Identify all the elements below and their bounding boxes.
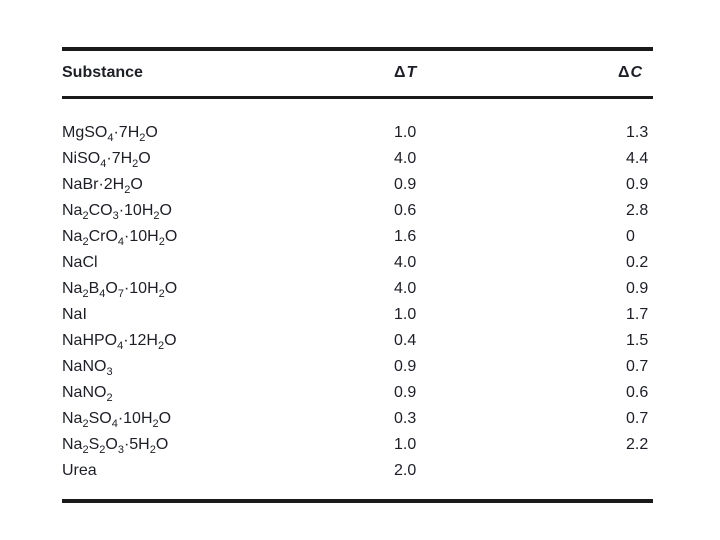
header-delta-t: ΔT [394, 64, 618, 96]
table-bottom-rule [62, 499, 653, 503]
delta-t-cell: 4.0 [394, 254, 417, 271]
delta-c-cell: 1.3 [626, 124, 649, 141]
table-body: MgSO4·7H2O 1.0 1.3 NiSO4·7H2O 4.0 4.4 Na… [62, 99, 653, 499]
table-row: Na2S2O3·5H2O 1.0 2.2 [62, 432, 653, 458]
table-row: NaCl 4.0 0.2 [62, 250, 653, 276]
substance-cell: Na2CO3·10H2O [62, 202, 172, 223]
delta-c-cell [618, 458, 653, 484]
delta-c-cell: 1.5 [626, 332, 649, 349]
table-row: NaHPO4·12H2O 0.4 1.5 [62, 328, 653, 354]
delta-c-delta: Δ [618, 64, 630, 81]
delta-c-cell: 2.8 [626, 202, 649, 219]
substance-cell: NaHPO4·12H2O [62, 332, 177, 353]
table-row: NiSO4·7H2O 4.0 4.4 [62, 146, 653, 172]
delta-c-cell: 2.2 [626, 436, 649, 453]
delta-c-cell: 1.7 [626, 306, 649, 323]
delta-t-cell: 2.0 [394, 462, 417, 479]
table-header-row: Substance ΔT ΔC [62, 51, 653, 96]
table-row: Na2B4O7·10H2O 4.0 0.9 [62, 276, 653, 302]
delta-c-cell: 0.9 [626, 280, 649, 297]
delta-c-symbol: C [630, 64, 643, 81]
substance-cell: NiSO4·7H2O [62, 150, 151, 171]
substance-cell: Urea [62, 462, 97, 479]
delta-t-cell: 1.0 [394, 436, 417, 453]
substance-cell: Na2B4O7·10H2O [62, 280, 178, 301]
delta-t-cell: 0.9 [394, 384, 417, 401]
table-top-rule [62, 47, 653, 51]
delta-t-symbol: T [406, 64, 417, 81]
delta-t-cell: 1.0 [394, 306, 417, 323]
substance-cell: NaI [62, 306, 87, 323]
table-row: Urea 2.0 [62, 458, 653, 484]
table-row: Na2SO4·10H2O 0.3 0.7 [62, 406, 653, 432]
substance-cell: NaCl [62, 254, 98, 271]
delta-t-cell: 4.0 [394, 150, 417, 167]
delta-t-cell: 1.0 [394, 124, 417, 141]
delta-c-cell: 0 [626, 228, 635, 245]
delta-c-cell: 0.7 [626, 410, 649, 427]
table-header-rule [62, 96, 653, 99]
substance-cell: MgSO4·7H2O [62, 124, 158, 145]
delta-c-cell: 0.9 [626, 176, 649, 193]
delta-t-cell: 0.6 [394, 202, 417, 219]
table-row: NaNO2 0.9 0.6 [62, 380, 653, 406]
delta-t-cell: 0.3 [394, 410, 417, 427]
header-substance: Substance [62, 64, 143, 81]
delta-t-cell: 1.6 [394, 228, 417, 245]
table-row: Na2CrO4·10H2O 1.6 0 [62, 224, 653, 250]
table-row: Na2CO3·10H2O 0.6 2.8 [62, 198, 653, 224]
delta-t-cell: 4.0 [394, 280, 417, 297]
substance-cell: Na2SO4·10H2O [62, 410, 172, 431]
substance-cell: Na2S2O3·5H2O [62, 436, 169, 457]
substance-cell: NaNO2 [62, 384, 113, 405]
table-row: NaBr·2H2O 0.9 0.9 [62, 172, 653, 198]
delta-c-cell: 4.4 [626, 150, 649, 167]
table-row: MgSO4·7H2O 1.0 1.3 [62, 120, 653, 146]
delta-t-cell: 0.9 [394, 176, 417, 193]
table-row: NaNO3 0.9 0.7 [62, 354, 653, 380]
substance-cell: NaBr·2H2O [62, 176, 143, 197]
delta-t-cell: 0.4 [394, 332, 417, 349]
delta-t-cell: 0.9 [394, 358, 417, 375]
delta-c-cell: 0.2 [626, 254, 649, 271]
delta-c-cell: 0.7 [626, 358, 649, 375]
solubility-table: Substance ΔT ΔC MgSO4·7H2O 1.0 1.3 NiSO4… [62, 47, 653, 503]
delta-c-cell: 0.6 [626, 384, 649, 401]
table-row: NaI 1.0 1.7 [62, 302, 653, 328]
substance-cell: Na2CrO4·10H2O [62, 228, 178, 249]
header-delta-c: ΔC [618, 64, 653, 96]
delta-t-delta: Δ [394, 64, 406, 81]
substance-cell: NaNO3 [62, 358, 113, 379]
